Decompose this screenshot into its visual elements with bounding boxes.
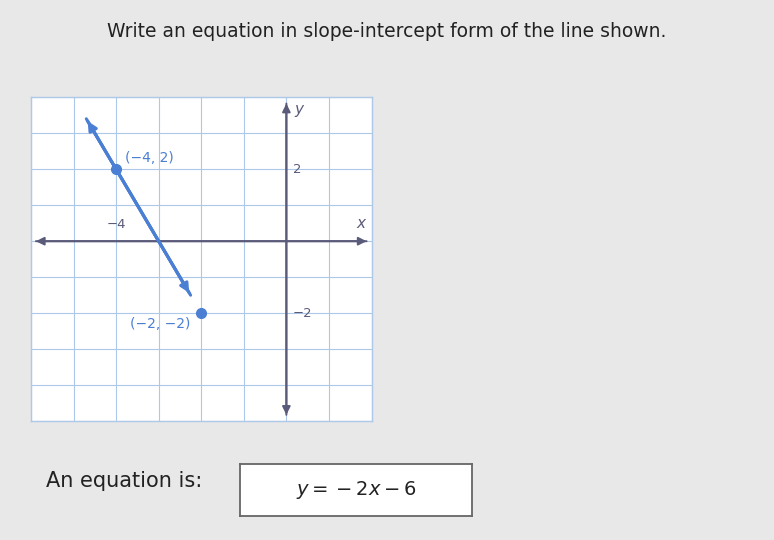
Text: (−4, 2): (−4, 2): [125, 151, 173, 165]
Text: −4: −4: [106, 218, 126, 231]
Text: y: y: [294, 102, 303, 117]
Text: (−2, −2): (−2, −2): [130, 317, 190, 331]
Text: −2: −2: [293, 307, 313, 320]
Text: 2: 2: [293, 163, 301, 176]
Text: $y = -2x - 6$: $y = -2x - 6$: [296, 479, 416, 501]
Text: x: x: [356, 216, 365, 231]
Text: Write an equation in slope-intercept form of the line shown.: Write an equation in slope-intercept for…: [108, 22, 666, 40]
Text: An equation is:: An equation is:: [46, 470, 209, 491]
